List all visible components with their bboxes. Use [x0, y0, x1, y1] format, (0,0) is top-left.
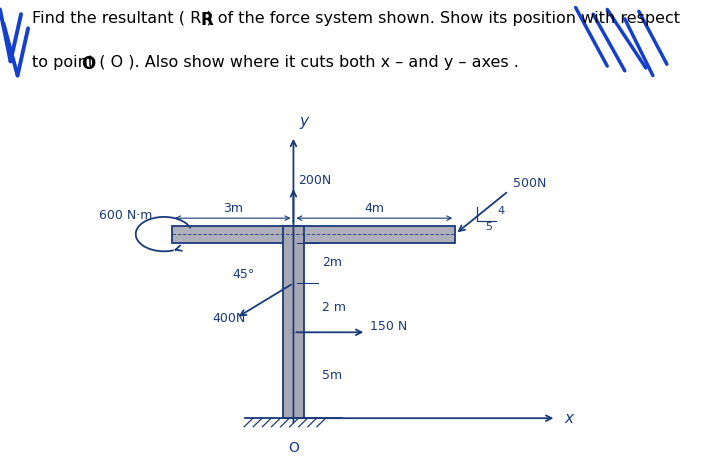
Text: 600 N·m: 600 N·m — [100, 210, 153, 222]
Text: 4: 4 — [498, 206, 505, 217]
Polygon shape — [172, 226, 455, 243]
Text: 4m: 4m — [364, 202, 384, 215]
Text: 200N: 200N — [298, 174, 331, 187]
Text: 150 N: 150 N — [370, 320, 408, 333]
Text: x: x — [564, 411, 574, 426]
Text: 400N: 400N — [212, 312, 245, 325]
Text: O: O — [81, 55, 95, 73]
Text: 2m: 2m — [322, 256, 342, 270]
Text: 500N: 500N — [512, 177, 546, 190]
Text: R: R — [200, 11, 213, 29]
Text: 5: 5 — [484, 222, 491, 232]
Text: 5m: 5m — [322, 369, 342, 382]
Text: y: y — [300, 114, 308, 128]
Text: to point ( O ). Also show where it cuts both x – and y – axes .: to point ( O ). Also show where it cuts … — [32, 55, 519, 70]
Polygon shape — [284, 226, 303, 418]
Text: Find the resultant ( R ) of the force system shown. Show its position with respe: Find the resultant ( R ) of the force sy… — [32, 11, 680, 26]
Text: 45°: 45° — [233, 268, 255, 281]
Text: 3m: 3m — [223, 202, 243, 215]
Text: O: O — [288, 441, 299, 455]
Text: 2 m: 2 m — [322, 301, 346, 314]
